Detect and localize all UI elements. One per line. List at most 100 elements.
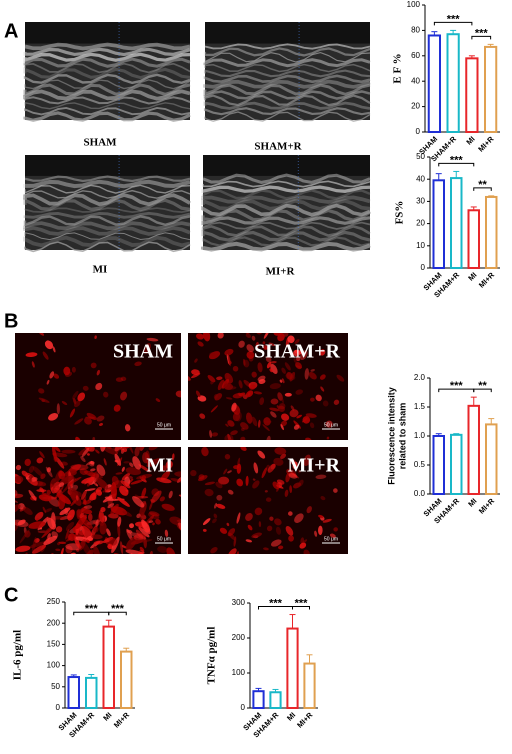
fluor-blob bbox=[81, 447, 90, 458]
fluor-blob bbox=[279, 379, 283, 383]
fluor-blob bbox=[216, 494, 223, 501]
fluor-blob bbox=[64, 571, 74, 585]
y-tick-label: 0.0 bbox=[414, 489, 426, 498]
x-tick-label: MI+R bbox=[477, 270, 497, 290]
fluor-blob bbox=[47, 517, 57, 530]
fluor-blob bbox=[293, 349, 301, 357]
fluor-blob bbox=[320, 496, 326, 501]
fluor-blob bbox=[261, 467, 267, 479]
bar bbox=[102, 625, 115, 709]
fluor-blob bbox=[270, 363, 278, 374]
fluor-blob bbox=[228, 548, 237, 554]
y-tick-label: 20 bbox=[411, 102, 420, 111]
fluor-blob bbox=[232, 365, 239, 372]
fluor-blob bbox=[120, 376, 127, 381]
fluor-blob bbox=[65, 528, 70, 540]
y-tick-label: 0 bbox=[421, 263, 426, 272]
fluor-blob bbox=[211, 432, 219, 437]
fluor-blob bbox=[209, 352, 216, 357]
fluor-blob bbox=[32, 466, 44, 477]
fluor-blob bbox=[322, 518, 332, 523]
echo-band bbox=[203, 83, 371, 97]
bracket bbox=[433, 21, 473, 26]
bracket bbox=[471, 35, 492, 40]
image-label: MI+R bbox=[288, 455, 341, 477]
bar bbox=[252, 690, 265, 710]
fluor-blob bbox=[281, 558, 287, 562]
fluor-blob bbox=[82, 440, 88, 445]
y-tick-label: 300 bbox=[232, 598, 246, 607]
fluor-blob bbox=[257, 450, 266, 459]
fluor-blob bbox=[249, 309, 254, 315]
fluor-blob bbox=[254, 507, 263, 516]
fluor-blob bbox=[134, 494, 141, 499]
echo-band bbox=[202, 221, 371, 230]
significance-bracket: *** bbox=[438, 154, 475, 167]
error-bar bbox=[453, 433, 460, 435]
fluor-blob bbox=[314, 530, 318, 537]
y-axis-title: E F % bbox=[392, 53, 404, 83]
fluor-blob bbox=[203, 333, 211, 342]
fluor-blob bbox=[143, 342, 152, 354]
fluor-blob bbox=[281, 378, 285, 384]
fluor-blob bbox=[15, 493, 24, 499]
fluor-blob bbox=[303, 454, 311, 466]
fluor-blob bbox=[269, 361, 277, 364]
fluor-blob bbox=[216, 376, 223, 381]
fluor-blob bbox=[110, 481, 117, 500]
fluor-blob bbox=[58, 495, 66, 510]
error-bar bbox=[435, 433, 442, 436]
fluor-blob bbox=[148, 554, 154, 560]
fluor-blob bbox=[269, 383, 281, 390]
fluor-blob bbox=[80, 516, 93, 529]
echo-image bbox=[23, 22, 191, 122]
fluor-blob bbox=[318, 525, 323, 536]
fluor-signal bbox=[190, 447, 338, 570]
fluor-blob bbox=[75, 436, 81, 440]
fluor-blob bbox=[252, 480, 260, 489]
fluor-blob bbox=[284, 362, 291, 371]
fluor-blob bbox=[58, 541, 67, 544]
echo-band bbox=[204, 43, 371, 50]
fluor-blob bbox=[196, 333, 205, 340]
fluor-blob bbox=[226, 373, 230, 380]
fluor-blob bbox=[118, 566, 126, 574]
fluor-blob bbox=[57, 541, 61, 546]
echo-band bbox=[201, 208, 371, 222]
fluor-blob bbox=[80, 456, 86, 463]
fluor-blob bbox=[95, 382, 103, 391]
y-tick-label: 0 bbox=[241, 703, 246, 712]
fluor-blob bbox=[148, 447, 159, 451]
fluor-blob bbox=[55, 563, 62, 576]
fluor-blob bbox=[266, 525, 273, 532]
fluor-blob bbox=[218, 476, 230, 485]
significance-bracket: *** bbox=[433, 13, 473, 26]
fluor-blob bbox=[308, 562, 314, 570]
fluor-blob bbox=[121, 545, 127, 549]
fluor-blob bbox=[74, 418, 84, 425]
fluor-blob bbox=[227, 528, 236, 537]
fluor-blob bbox=[269, 407, 280, 412]
fluor-blob bbox=[303, 319, 311, 322]
bar bbox=[432, 435, 445, 495]
y-tick-label: 80 bbox=[411, 26, 420, 35]
error-bar bbox=[470, 396, 477, 406]
fluor-blob bbox=[49, 478, 56, 488]
fluor-blob bbox=[60, 547, 64, 554]
error-bar bbox=[255, 687, 262, 692]
fluor-blob bbox=[25, 352, 38, 358]
fluor-blob bbox=[262, 344, 268, 350]
fluor-blob bbox=[122, 510, 132, 517]
fluor-blob bbox=[133, 558, 140, 566]
fluor-blob bbox=[255, 341, 259, 349]
error-bar bbox=[105, 619, 112, 627]
fluor-blob bbox=[227, 470, 232, 474]
echo-band bbox=[201, 216, 371, 226]
fluor-blob bbox=[81, 489, 87, 500]
echo-image bbox=[201, 155, 371, 252]
bar bbox=[485, 195, 498, 270]
fluor-blob bbox=[333, 399, 340, 405]
fluor-blob bbox=[259, 397, 265, 406]
y-tick-label: 200 bbox=[47, 618, 61, 627]
y-axis-title: related to sham bbox=[397, 403, 407, 470]
